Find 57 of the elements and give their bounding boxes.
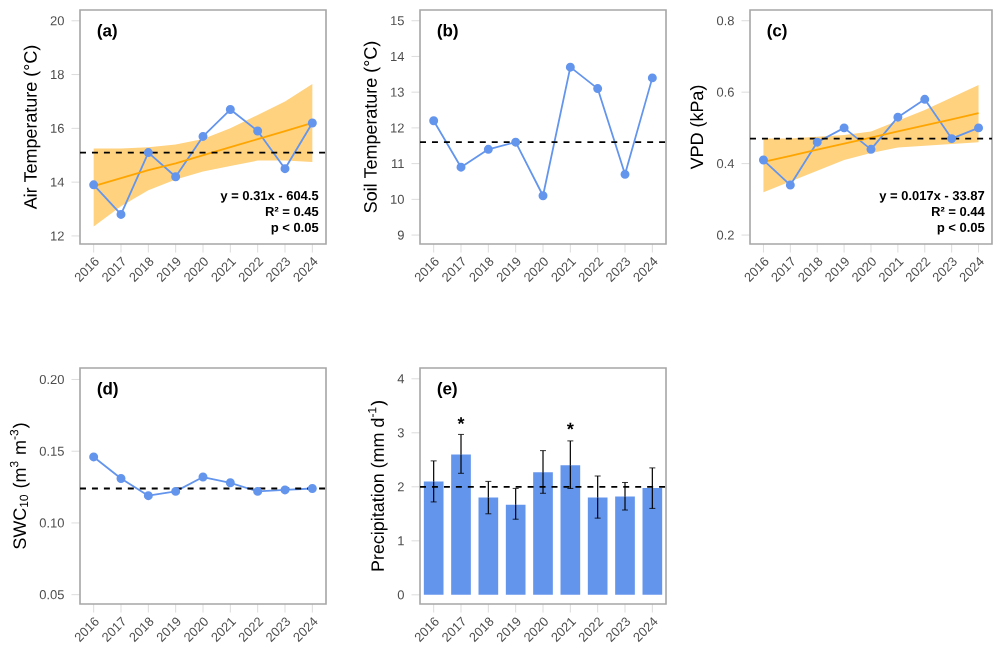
bar	[478, 497, 499, 595]
point	[307, 118, 317, 128]
bar	[587, 497, 608, 595]
annotation: *	[457, 417, 465, 425]
point	[893, 112, 903, 122]
point	[974, 123, 984, 133]
text: (d)	[97, 382, 118, 398]
bar	[533, 472, 553, 595]
point	[620, 169, 630, 179]
y-axis-title: Precipitation (mm d$^{-1}$)	[368, 401, 388, 571]
point	[839, 123, 849, 133]
point	[511, 137, 521, 147]
bar	[423, 481, 444, 595]
bar	[560, 465, 581, 595]
point	[143, 491, 153, 501]
point	[866, 144, 876, 154]
point	[565, 62, 575, 72]
point	[280, 485, 290, 495]
point	[116, 473, 126, 483]
text: (c)	[767, 24, 787, 40]
point	[198, 131, 208, 141]
point	[253, 126, 263, 136]
point	[307, 484, 317, 493]
point	[920, 94, 930, 104]
y-axis-title: Soil Temperature (°C)	[363, 41, 381, 213]
point	[758, 155, 768, 165]
point	[483, 144, 493, 154]
point	[225, 105, 235, 115]
bar	[642, 487, 663, 595]
point	[947, 134, 957, 144]
point	[89, 452, 99, 462]
point	[812, 137, 822, 147]
point	[253, 486, 263, 496]
point	[538, 191, 548, 201]
text: (a)	[97, 24, 117, 40]
point	[785, 180, 795, 190]
point	[171, 172, 181, 182]
point	[116, 209, 126, 219]
point	[593, 84, 603, 94]
point	[456, 162, 466, 172]
y-axis-title: VPD (kPa)	[690, 85, 707, 170]
y-axis-title: Air Temperature (°C)	[23, 45, 41, 210]
bar	[505, 504, 526, 595]
bar	[615, 496, 635, 595]
point	[198, 472, 208, 482]
point	[225, 478, 235, 488]
annotation: *	[566, 422, 574, 430]
bar	[451, 454, 471, 595]
y-axis-title: SWC$_{10}$ (m$^{3}$ m$^{-3}$)	[9, 423, 30, 549]
text: (e)	[437, 382, 457, 398]
point	[429, 116, 439, 126]
point	[647, 73, 657, 83]
point	[171, 486, 181, 496]
text: (b)	[437, 24, 458, 40]
point	[143, 148, 153, 158]
point	[280, 164, 290, 174]
point	[89, 180, 99, 190]
